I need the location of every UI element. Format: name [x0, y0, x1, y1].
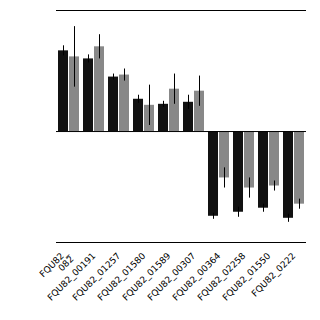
- svg-text:FQU82_0222: FQU82_0222: [250, 251, 298, 299]
